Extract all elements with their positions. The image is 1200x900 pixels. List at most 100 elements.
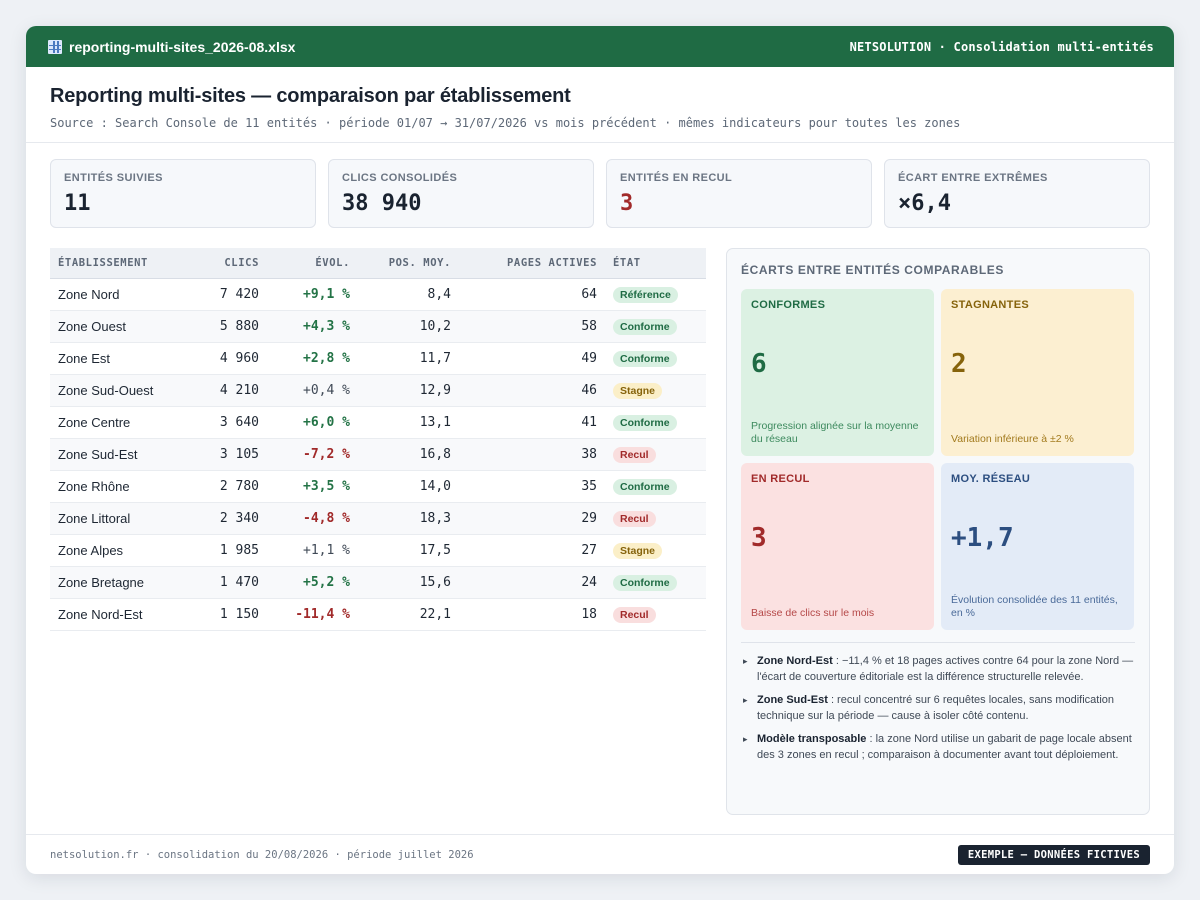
status-badge: Conforme — [613, 350, 677, 367]
cell-avg-position: 10,2 — [358, 310, 459, 343]
cell-clicks: 2 340 — [195, 502, 267, 535]
cell-active-pages: 49 — [459, 342, 605, 375]
cell-state: Stagne — [605, 374, 706, 407]
cell-avg-position: 17,5 — [358, 534, 459, 567]
status-badge: Stagne — [613, 542, 663, 559]
tile-value: +1,7 — [951, 523, 1014, 553]
cell-clicks: 2 780 — [195, 470, 267, 503]
cell-evolution: +6,0 % — [267, 406, 358, 439]
spreadsheet-window: reporting-multi-sites_2026-08.xlsx NETSO… — [26, 26, 1174, 874]
cell-avg-position: 22,1 — [358, 598, 459, 631]
cell-clicks: 5 880 — [195, 310, 267, 343]
tile-label: MOY. RÉSEAU — [951, 473, 1031, 485]
table-row[interactable]: Zone Alpes 1 985 +1,1 % 17,5 27 Stagne — [50, 534, 706, 567]
cell-state: Référence — [605, 278, 706, 311]
table-row[interactable]: Zone Nord-Est 1 150 -11,4 % 22,1 18 Recul — [50, 598, 706, 631]
kpi-card-entities: ENTITÉS SUIVIES 11 — [50, 159, 316, 228]
cell-establishment: Zone Centre — [50, 406, 195, 439]
title-bar: reporting-multi-sites_2026-08.xlsx NETSO… — [26, 26, 1174, 67]
cell-establishment: Zone Est — [50, 342, 195, 375]
cell-evolution: +5,2 % — [267, 566, 358, 599]
cell-state: Conforme — [605, 342, 706, 375]
cell-establishment: Zone Nord — [50, 278, 195, 311]
cell-avg-position: 18,3 — [358, 502, 459, 535]
cell-avg-position: 16,8 — [358, 438, 459, 471]
column-header[interactable]: CLICS — [195, 248, 267, 279]
cell-state: Conforme — [605, 566, 706, 599]
cell-state: Conforme — [605, 470, 706, 503]
status-badge: Conforme — [613, 318, 677, 335]
note-text: : recul concentré sur 6 requêtes locales… — [757, 694, 1115, 722]
cell-evolution: +3,5 % — [267, 470, 358, 503]
note-subject: Zone Sud-Est — [757, 694, 828, 706]
cell-clicks: 3 105 — [195, 438, 267, 471]
table-row[interactable]: Zone Est 4 960 +2,8 % 11,7 49 Conforme — [50, 342, 706, 375]
comparison-table: ÉTABLISSEMENT CLICS ÉVOL. POS. MOY. PAGE… — [50, 248, 706, 631]
kpi-value: 11 — [64, 191, 91, 216]
cell-active-pages: 27 — [459, 534, 605, 567]
note-text: : la zone Nord utilise un gabarit de pag… — [757, 733, 1132, 761]
bullet-arrow-icon: ▸ — [743, 695, 748, 705]
cell-establishment: Zone Nord-Est — [50, 598, 195, 631]
cell-avg-position: 12,9 — [358, 374, 459, 407]
column-header[interactable]: PAGES ACTIVES — [459, 248, 605, 279]
cell-evolution: +4,3 % — [267, 310, 358, 343]
cell-evolution: +1,1 % — [267, 534, 358, 567]
table-row[interactable]: Zone Rhône 2 780 +3,5 % 14,0 35 Conforme — [50, 470, 706, 503]
spreadsheet-icon — [48, 39, 62, 54]
cell-active-pages: 38 — [459, 438, 605, 471]
cell-active-pages: 41 — [459, 406, 605, 439]
report-header: Reporting multi-sites — comparaison par … — [26, 67, 1174, 143]
bullet-arrow-icon: ▸ — [743, 734, 748, 744]
table-row[interactable]: Zone Bretagne 1 470 +5,2 % 15,6 24 Conforme — [50, 566, 706, 599]
cell-clicks: 1 985 — [195, 534, 267, 567]
cell-active-pages: 24 — [459, 566, 605, 599]
cell-clicks: 4 960 — [195, 342, 267, 375]
cell-state: Recul — [605, 502, 706, 535]
cell-clicks: 1 150 — [195, 598, 267, 631]
cell-establishment: Zone Ouest — [50, 310, 195, 343]
cell-active-pages: 29 — [459, 502, 605, 535]
cell-evolution: +0,4 % — [267, 374, 358, 407]
cell-active-pages: 18 — [459, 598, 605, 631]
footer: netsolution.fr · consolidation du 20/08/… — [26, 834, 1174, 874]
tile-moy-reseau: MOY. RÉSEAU +1,7 Évolution consolidée de… — [941, 463, 1134, 630]
table-row[interactable]: Zone Ouest 5 880 +4,3 % 10,2 58 Conforme — [50, 310, 706, 343]
table-row[interactable]: Zone Nord 7 420 +9,1 % 8,4 64 Référence — [50, 278, 706, 311]
status-badge: Stagne — [613, 382, 663, 399]
status-badge: Référence — [613, 286, 678, 303]
cell-active-pages: 46 — [459, 374, 605, 407]
kpi-row: ENTITÉS SUIVIES 11 CLICS CONSOLIDÉS 38 9… — [26, 143, 1174, 228]
cell-evolution: -11,4 % — [267, 598, 358, 631]
cell-state: Conforme — [605, 310, 706, 343]
tile-conformes: CONFORMES 6 Progression alignée sur la m… — [741, 289, 934, 456]
cell-establishment: Zone Bretagne — [50, 566, 195, 599]
source-line: Source : Search Console de 11 entités · … — [50, 116, 961, 130]
table-row[interactable]: Zone Sud-Est 3 105 -7,2 % 16,8 38 Recul — [50, 438, 706, 471]
sample-data-badge: EXEMPLE — DONNÉES FICTIVES — [957, 844, 1150, 865]
column-header[interactable]: ÉTAT — [605, 248, 706, 279]
tile-description: Baisse de clics sur le mois — [751, 607, 875, 619]
column-header[interactable]: ÉTABLISSEMENT — [50, 248, 195, 279]
note-item: ▸ Modèle transposable : la zone Nord uti… — [741, 731, 1135, 763]
table-row[interactable]: Zone Sud-Ouest 4 210 +0,4 % 12,9 46 Stagne — [50, 374, 706, 407]
column-header[interactable]: POS. MOY. — [358, 248, 459, 279]
cell-avg-position: 15,6 — [358, 566, 459, 599]
kpi-value: ×6,4 — [898, 191, 951, 216]
cell-evolution: +2,8 % — [267, 342, 358, 375]
kpi-value: 3 — [620, 191, 634, 216]
table-row[interactable]: Zone Littoral 2 340 -4,8 % 18,3 29 Recul — [50, 502, 706, 535]
file-info: reporting-multi-sites_2026-08.xlsx — [48, 39, 295, 55]
gaps-panel: ÉCARTS ENTRE ENTITÉS COMPARABLES CONFORM… — [726, 248, 1150, 815]
cell-avg-position: 11,7 — [358, 342, 459, 375]
footer-text: netsolution.fr · consolidation du 20/08/… — [50, 848, 474, 861]
status-tiles: CONFORMES 6 Progression alignée sur la m… — [741, 289, 1135, 630]
file-name: reporting-multi-sites_2026-08.xlsx — [69, 38, 296, 55]
tile-value: 6 — [751, 349, 767, 379]
tile-label: STAGNANTES — [951, 299, 1029, 311]
panel-title: ÉCARTS ENTRE ENTITÉS COMPARABLES — [741, 263, 1004, 277]
kpi-label: ENTITÉS SUIVIES — [64, 172, 163, 184]
table-row[interactable]: Zone Centre 3 640 +6,0 % 13,1 41 Conforme — [50, 406, 706, 439]
column-header[interactable]: ÉVOL. — [267, 248, 358, 279]
kpi-label: ENTITÉS EN RECUL — [620, 172, 733, 184]
